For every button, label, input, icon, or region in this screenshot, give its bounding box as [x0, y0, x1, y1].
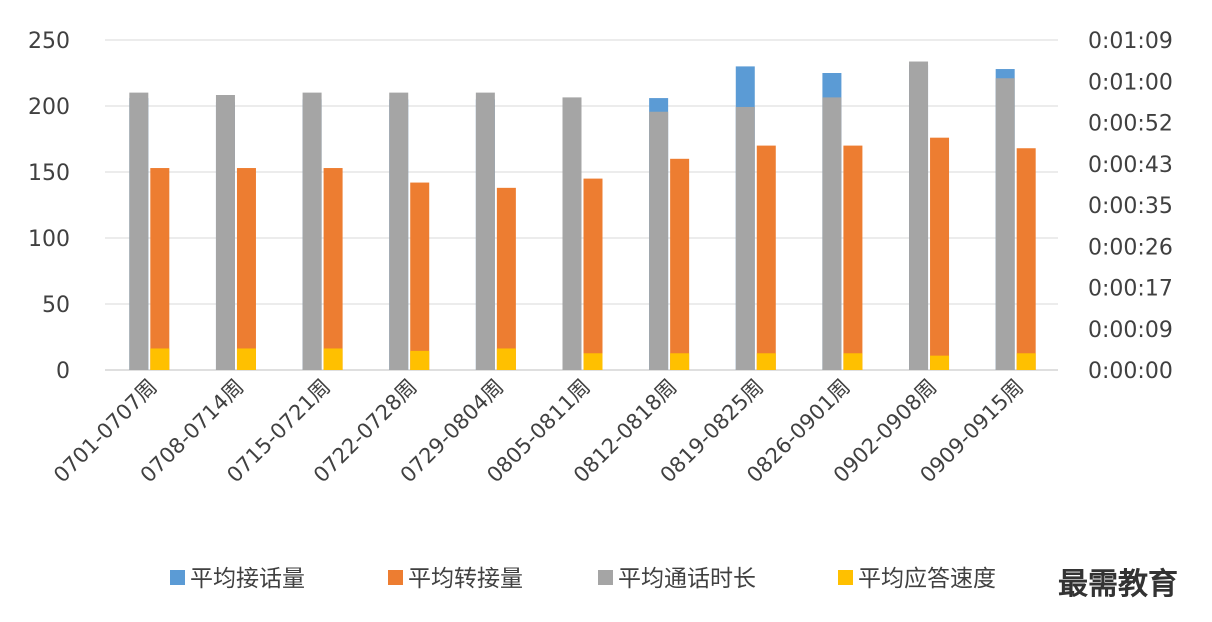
bar-avg-talk-time: [389, 92, 409, 370]
bar-avg-transfers: [410, 182, 430, 370]
left-tick-label: 250: [28, 29, 70, 54]
bar-avg-answer-speed: [1016, 353, 1036, 370]
bar-avg-answer-speed: [843, 353, 863, 370]
right-axis-ticks: 0:00:00 0:00:09 0:00:17 0:00:26 0:00:35 0:00:…: [1088, 29, 1173, 384]
bar-avg-answer-speed: [583, 353, 603, 370]
bar-avg-talk-time: [822, 97, 842, 371]
category-labels: 0701-0707周0708-0714周0715-0721周0722-0728周…: [49, 375, 1028, 488]
bar-avg-transfers: [496, 187, 516, 370]
bar-avg-answer-speed: [323, 348, 343, 370]
legend-label: 平均通话时长: [618, 566, 756, 592]
right-tick-label: 0:00:26: [1088, 235, 1173, 260]
bar-avg-talk-time: [475, 92, 495, 370]
right-tick-label: 0:00:43: [1088, 153, 1173, 178]
right-tick-label: 0:01:09: [1088, 29, 1173, 54]
right-tick-label: 0:00:35: [1088, 194, 1173, 219]
bar-avg-transfers: [150, 168, 170, 370]
right-tick-label: 0:00:52: [1088, 112, 1173, 137]
bar-avg-transfers: [670, 158, 690, 370]
legend-swatch: [838, 570, 853, 585]
bar-avg-talk-time: [129, 92, 149, 370]
bar-avg-answer-speed: [150, 348, 170, 370]
bar-avg-transfers: [843, 145, 863, 370]
legend-label: 平均应答速度: [858, 566, 996, 592]
left-tick-label: 200: [28, 95, 70, 120]
left-tick-label: 100: [28, 227, 70, 252]
right-tick-label: 0:00:17: [1088, 277, 1173, 302]
legend: 平均接话量 平均转接量 平均通话时长 平均应答速度: [170, 566, 996, 592]
left-tick-label: 150: [28, 161, 70, 186]
right-tick-label: 0:01:00: [1088, 70, 1173, 95]
right-tick-label: 0:00:00: [1088, 359, 1173, 384]
bar-avg-transfers: [756, 145, 776, 370]
bar-avg-talk-time: [649, 111, 669, 370]
bar-avg-transfers: [323, 168, 343, 370]
bar-avg-answer-speed: [930, 355, 950, 370]
bar-avg-answer-speed: [236, 348, 256, 370]
bars: [129, 61, 1036, 371]
left-axis-ticks: 0 50 100 150 200 250: [28, 29, 70, 384]
left-tick-label: 0: [56, 359, 70, 384]
bar-avg-answer-speed: [670, 353, 690, 370]
legend-label: 平均转接量: [408, 566, 523, 592]
legend-swatch: [170, 570, 185, 585]
bar-avg-talk-time: [302, 92, 322, 370]
bar-avg-talk-time: [909, 61, 929, 371]
left-tick-label: 50: [42, 293, 70, 318]
bar-avg-answer-speed: [496, 348, 516, 370]
legend-label: 平均接话量: [190, 566, 305, 592]
bar-avg-talk-time: [995, 78, 1015, 371]
bar-avg-transfers: [1016, 148, 1036, 370]
bar-avg-talk-time: [215, 95, 235, 370]
bar-avg-transfers: [930, 137, 950, 370]
bar-avg-answer-speed: [756, 353, 776, 370]
bar-avg-answer-speed: [410, 350, 430, 370]
legend-swatch: [388, 570, 403, 585]
right-tick-label: 0:00:09: [1088, 318, 1173, 343]
bar-avg-talk-time: [735, 106, 755, 371]
watermark-text: 最需教育: [1058, 567, 1178, 602]
bar-avg-transfers: [583, 178, 603, 370]
bar-avg-talk-time: [562, 97, 582, 371]
bar-avg-transfers: [236, 168, 256, 370]
legend-swatch: [598, 570, 613, 585]
